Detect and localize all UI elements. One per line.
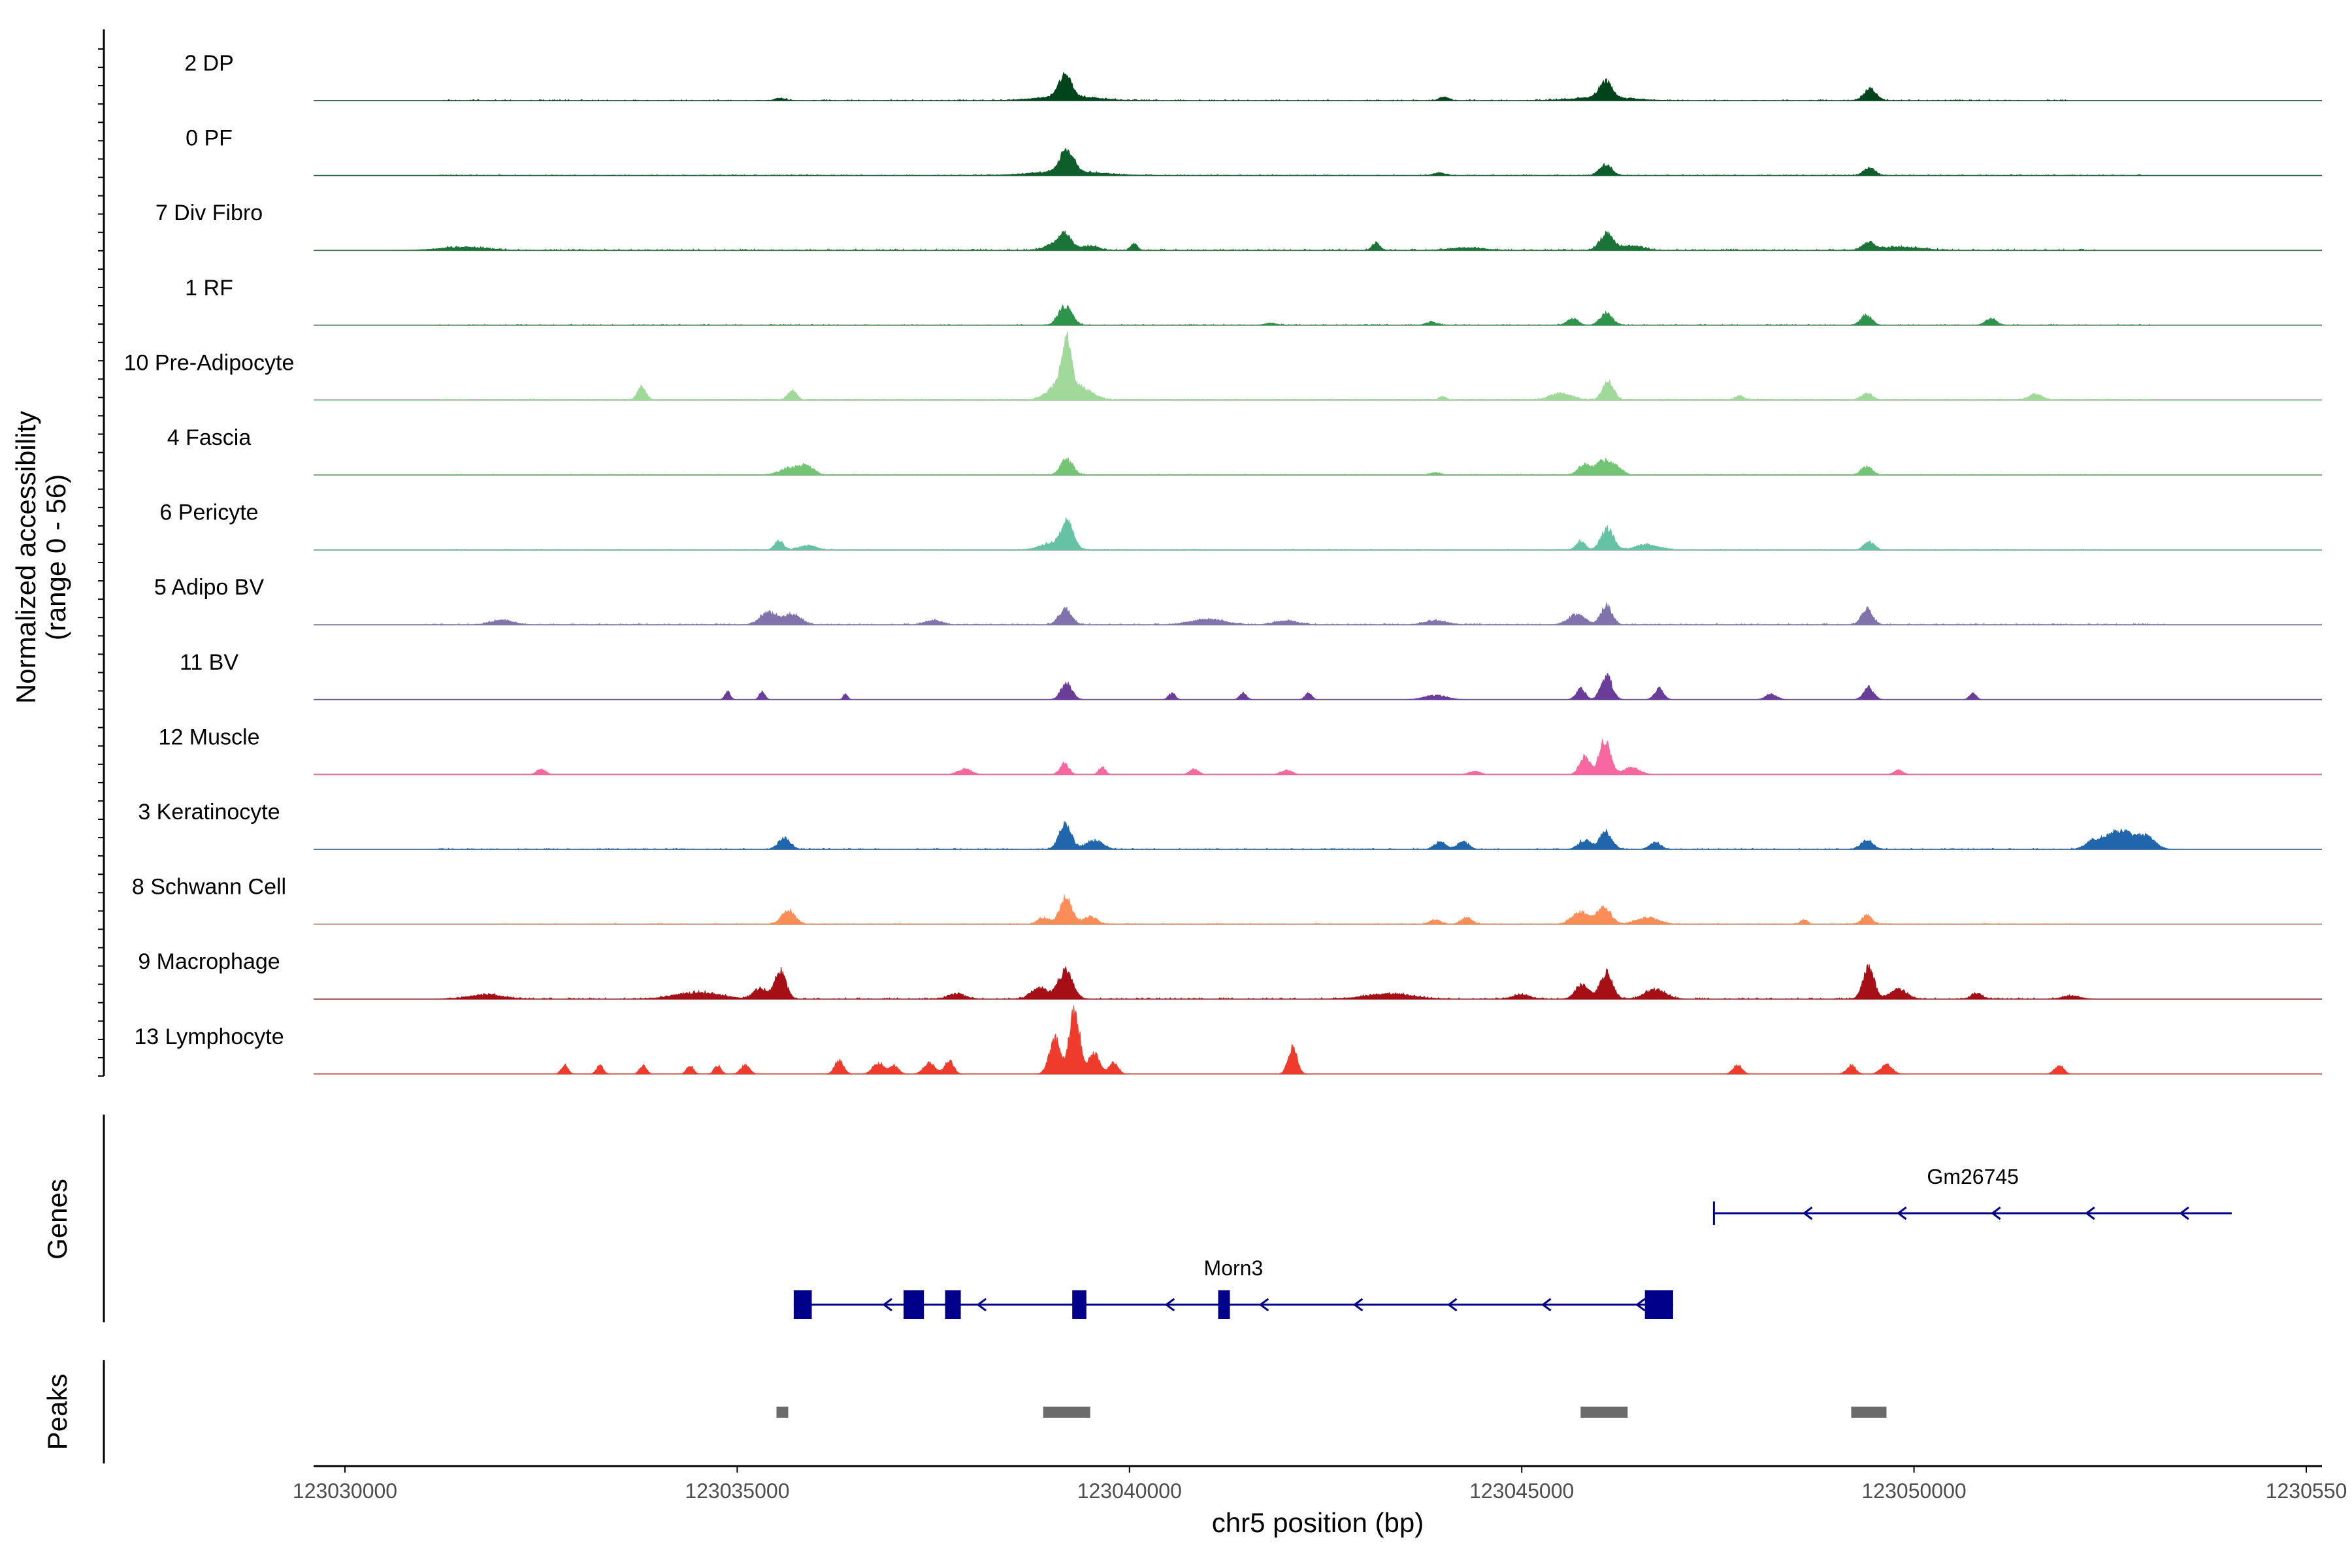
strand-arrow [1164, 1298, 1175, 1312]
track-2: 7 Div Fibro [155, 201, 2322, 252]
strand-arrow [1258, 1298, 1269, 1312]
strand-arrow [1447, 1298, 1458, 1312]
coverage-area [314, 148, 2322, 176]
coverage-area [314, 304, 2322, 326]
strand-arrow [976, 1298, 987, 1312]
y-axis-title-line: (range 0 - 56) [41, 474, 71, 640]
peaks-axis-title: Peaks [42, 1374, 73, 1450]
track-label: 12 Muscle [159, 725, 260, 749]
gene-label: Gm26745 [1927, 1165, 2019, 1188]
strand-arrow [882, 1298, 892, 1312]
gene-label: Morn3 [1204, 1256, 1264, 1280]
coverage-area [314, 517, 2322, 551]
track-label: 3 Keratinocyte [138, 800, 280, 825]
coverage-area [314, 964, 2322, 1000]
track-label: 2 DP [184, 51, 234, 76]
track-label: 13 Lymphocyte [134, 1024, 284, 1049]
track-12: 9 Macrophage [138, 949, 2322, 1000]
peak-region [776, 1407, 789, 1418]
gene-strand-arrows [1802, 1206, 2189, 1220]
strand-arrow [1802, 1206, 1813, 1220]
x-tick-label: 123045000 [1469, 1479, 1574, 1503]
coverage-area [314, 231, 2322, 252]
gene-Gm26745: Gm26745 [1712, 1165, 2232, 1225]
peak-region [1580, 1407, 1628, 1418]
x-tick-label: 123040000 [1077, 1479, 1182, 1503]
coverage-area [314, 1005, 2322, 1075]
coverage-area [314, 71, 2322, 101]
coverage-area [314, 739, 2322, 775]
track-5: 4 Fascia [167, 425, 2322, 476]
coverage-area [314, 820, 2322, 850]
track-11: 8 Schwann Cell [132, 875, 2322, 925]
track-3: 1 RF [185, 276, 2322, 326]
gene-Morn3: Morn3 [793, 1256, 1673, 1319]
position-x-axis: 123030000 123035000 123040000 123045000 1230… [293, 1465, 2347, 1538]
track-label: 8 Schwann Cell [132, 875, 286, 900]
x-tick-label: 123030000 [293, 1479, 397, 1503]
track-label: 10 Pre-Adipocyte [124, 350, 295, 375]
track-label: 6 Pericyte [159, 500, 258, 525]
track-label: 9 Macrophage [138, 949, 280, 974]
track-label: 4 Fascia [167, 425, 252, 450]
track-label: 7 Div Fibro [155, 201, 263, 225]
accessibility-axis-title: Normalized accessibility(range 0 - 56) [10, 411, 71, 704]
strand-arrow [1352, 1298, 1364, 1312]
track-label: 1 RF [185, 276, 233, 301]
coverage-area [314, 602, 2322, 625]
y-axis-title-line: Normalized accessibility [10, 411, 41, 704]
track-4: 10 Pre-Adipocyte [124, 331, 2322, 401]
x-axis-title: chr5 position (bp) [1212, 1507, 1424, 1538]
x-tick-label: 123035000 [685, 1479, 789, 1503]
track-13: 13 Lymphocyte [134, 1005, 2322, 1075]
track-7: 5 Adipo BV [154, 575, 2322, 626]
strand-arrow [1635, 1298, 1646, 1312]
coverage-area [314, 673, 2322, 700]
coverage-area [314, 331, 2322, 401]
track-6: 6 Pericyte [159, 500, 2322, 551]
peaks-panel: Peaks [42, 1360, 1887, 1463]
coverage-tracks: 2 DP 0 PF 7 Div Fibro 1 RF 10 Pre-Adipocyte 4… [124, 51, 2322, 1075]
exon-block [945, 1290, 961, 1319]
track-8: 11 BV [180, 650, 2322, 700]
track-1: 0 PF [186, 126, 2322, 176]
track-label: 11 BV [180, 650, 238, 675]
y-axis-title: Normalized accessibility(range 0 - 56) [10, 411, 71, 704]
strand-arrow [2179, 1206, 2189, 1220]
exon-block [1072, 1290, 1086, 1319]
exon-block [904, 1290, 924, 1319]
peak-region [1851, 1407, 1887, 1418]
genes-axis-title: Genes [42, 1179, 73, 1260]
peak-region [1043, 1407, 1090, 1418]
track-10: 3 Keratinocyte [138, 800, 2322, 850]
track-label: 0 PF [186, 126, 233, 151]
exon-block [793, 1290, 812, 1319]
strand-arrow [1991, 1206, 2001, 1220]
x-tick-label: 123050000 [1862, 1479, 1967, 1503]
track-label: 5 Adipo BV [154, 575, 265, 600]
strand-arrow [1541, 1298, 1552, 1312]
genes-panel: Genes Gm26745 Morn3 [42, 1115, 2232, 1322]
exon-block [1644, 1290, 1673, 1319]
accessibility-y-axis [98, 29, 105, 1077]
track-9: 12 Muscle [159, 725, 2322, 776]
x-tick-label: 1230550 [2266, 1479, 2347, 1503]
exon-block [1218, 1290, 1230, 1319]
coverage-area [314, 457, 2322, 476]
coverage-area [314, 894, 2322, 925]
track-0: 2 DP [184, 51, 2322, 101]
strand-arrow [1897, 1206, 1907, 1220]
strand-arrow [2085, 1206, 2095, 1220]
